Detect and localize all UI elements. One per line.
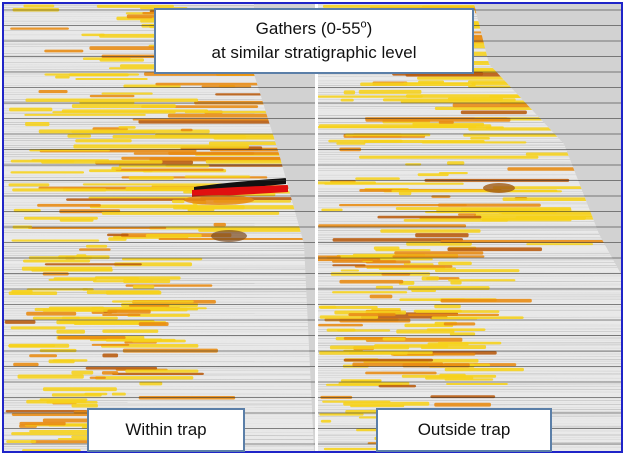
degree-superscript: o (360, 18, 367, 31)
within-trap-label: Within trap (87, 408, 245, 452)
outside-trap-label: Outside trap (376, 408, 552, 452)
title-line-1: Gathers (0-55o) (255, 18, 373, 38)
title-callout: Gathers (0-55o) at similar stratigraphic… (154, 8, 474, 74)
seismic-gather-image (4, 4, 621, 451)
title-line-2: at similar stratigraphic level (211, 43, 417, 62)
seismic-frame (2, 2, 623, 453)
